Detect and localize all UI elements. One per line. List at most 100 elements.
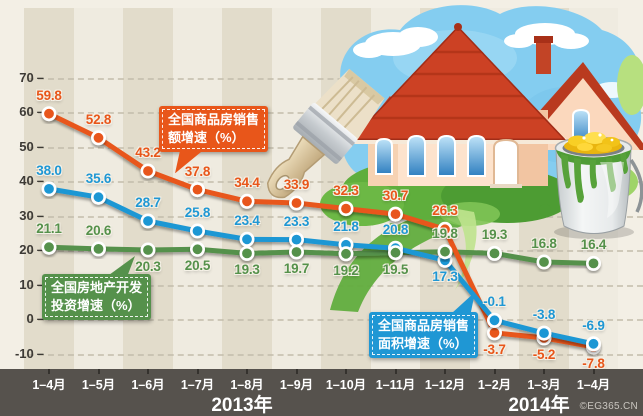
x-axis-tick [394,369,397,374]
x-axis-month-label: 1–2月 [477,378,512,392]
x-axis-month-label: 1–12月 [424,378,466,392]
callout-investment-line1: 全国房地产开发 [51,280,143,295]
value-label-investment: 20.6 [85,222,112,238]
y-axis-tick-label: 20– [19,242,44,257]
x-axis-tick [444,369,446,374]
value-label-sales_area: 20.8 [382,222,409,238]
x-axis-tick [97,369,100,374]
y-axis-tick: – [36,69,44,85]
value-label-sales_area: 28.7 [135,194,161,210]
x-axis-month-label: 1–11月 [375,378,416,392]
y-axis-tick-label: 50– [19,138,44,154]
x-axis-tick [493,369,496,374]
value-label-investment: 19.3 [481,227,508,243]
y-axis-tick: – [36,104,44,119]
y-axis-tick-label: 70– [19,69,44,85]
value-label-sales_amount: 34.4 [234,175,260,191]
grid-column [568,8,619,369]
gridline [28,215,643,218]
value-label-investment: 21.1 [36,221,62,237]
callout-sales-area-line1: 全国商品房销售 [378,318,470,333]
value-label-sales_amount: -7.8 [582,355,605,371]
x-axis-month-label: 1–7月 [180,378,215,392]
grid-column [172,8,223,369]
value-label-investment: 20.5 [184,258,211,274]
value-label-sales_amount: 33.9 [283,177,310,193]
value-label-sales_amount: 30.7 [382,188,409,204]
callout-sales-amount: 全国商品房销售 额增速（%） [159,106,269,174]
callout-sales-area-line2: 面积增速（%） [378,336,468,352]
value-label-sales_area: 35.6 [85,171,112,187]
watermark: ©EG365.CN [579,401,638,412]
y-axis-tick-label: 10– [19,276,44,292]
value-label-sales_area: 23.3 [283,213,310,229]
value-label-investment: 16.4 [580,237,607,253]
x-axis-month-label: 1–10月 [325,378,367,392]
value-label-investment: 19.3 [234,262,260,278]
value-label-investment: 19.2 [333,262,359,278]
value-label-sales_amount: 26.3 [432,203,458,219]
value-label-sales_amount: 52.8 [85,111,112,127]
value-label-investment: 16.8 [531,236,557,252]
value-label-investment: 19.7 [283,261,310,277]
gridline [28,77,643,80]
y-axis-tick: – [36,138,44,154]
value-label-investment: 20.3 [135,258,161,274]
y-axis-tick: – [36,173,44,188]
gridline [28,146,643,149]
x-axis-month-label: 1–3月 [527,378,561,392]
value-label-sales_area: 25.8 [184,204,211,220]
x-axis-month-label: 1–6月 [131,378,165,392]
value-label-sales_amount: -5.2 [532,346,556,362]
y-axis-tick: – [36,207,44,223]
value-label-sales_area: 38.0 [36,162,62,178]
y-axis-tick: – [36,345,44,361]
y-axis-tick: – [36,276,44,292]
y-axis-tick-label: 0– [26,311,44,326]
gridline [28,353,643,356]
x-axis-month-label: 1–8月 [230,378,264,392]
value-label-investment: 19.5 [382,261,409,277]
value-label-sales_amount: 59.8 [36,87,62,103]
y-axis-tick: – [36,242,44,257]
x-axis-month-label: 1–5月 [81,378,116,392]
callout-sales-amount-line1: 全国商品房销售 [168,112,260,127]
year-label-2014: 2014年 [508,395,570,416]
y-axis-tick: – [36,311,44,326]
y-axis-tick-label: 40– [19,173,44,188]
x-axis-tick [147,369,149,374]
value-label-sales_amount: 32.3 [333,182,359,198]
x-axis-month-label: 1–9月 [279,378,314,392]
year-label-2013: 2013年 [211,395,273,416]
x-axis-tick [345,369,347,374]
x-axis-tick [543,369,545,374]
value-label-sales_area: -3.8 [532,307,556,323]
callout-investment: 全国房地产开发 投资增速（%） [42,256,152,321]
bucket-handle [629,159,643,213]
x-axis-tick [48,369,50,374]
value-label-sales_area: -6.9 [582,317,605,333]
callout-sales-amount-line2: 额增速（%） [168,130,245,146]
callout-investment-line2: 投资增速（%） [51,298,141,314]
value-label-sales_area: -0.1 [483,294,506,310]
x-axis-tick [196,369,199,374]
value-label-sales_area: 21.8 [333,218,359,234]
x-axis-month-label: 1–4月 [576,378,611,392]
value-label-sales_amount: -3.7 [483,341,506,357]
x-axis-band: 2013年 2014年 ©EG365.CN 1–4月 1–5月 1–6月 1–7月 1–… [0,369,643,416]
value-label-sales_area: 17.3 [432,269,458,285]
y-axis-tick-label: 30– [19,207,44,223]
value-label-sales_area: 23.4 [234,213,260,229]
x-axis-month-label: 1–4月 [32,378,66,392]
x-axis-tick [246,369,248,374]
callout-sales-area: 全国商品房销售 面积增速（%） [369,292,479,359]
y-axis-tick-label: -10– [14,345,44,361]
gridline [28,112,643,114]
x-axis-tick [295,369,298,374]
value-label-sales_amount: 37.8 [184,163,211,179]
y-axis-tick-label: 60– [19,104,44,119]
value-label-investment: 19.8 [432,225,458,241]
value-label-sales_amount: 43.2 [135,144,161,160]
x-axis-tick [592,369,595,374]
